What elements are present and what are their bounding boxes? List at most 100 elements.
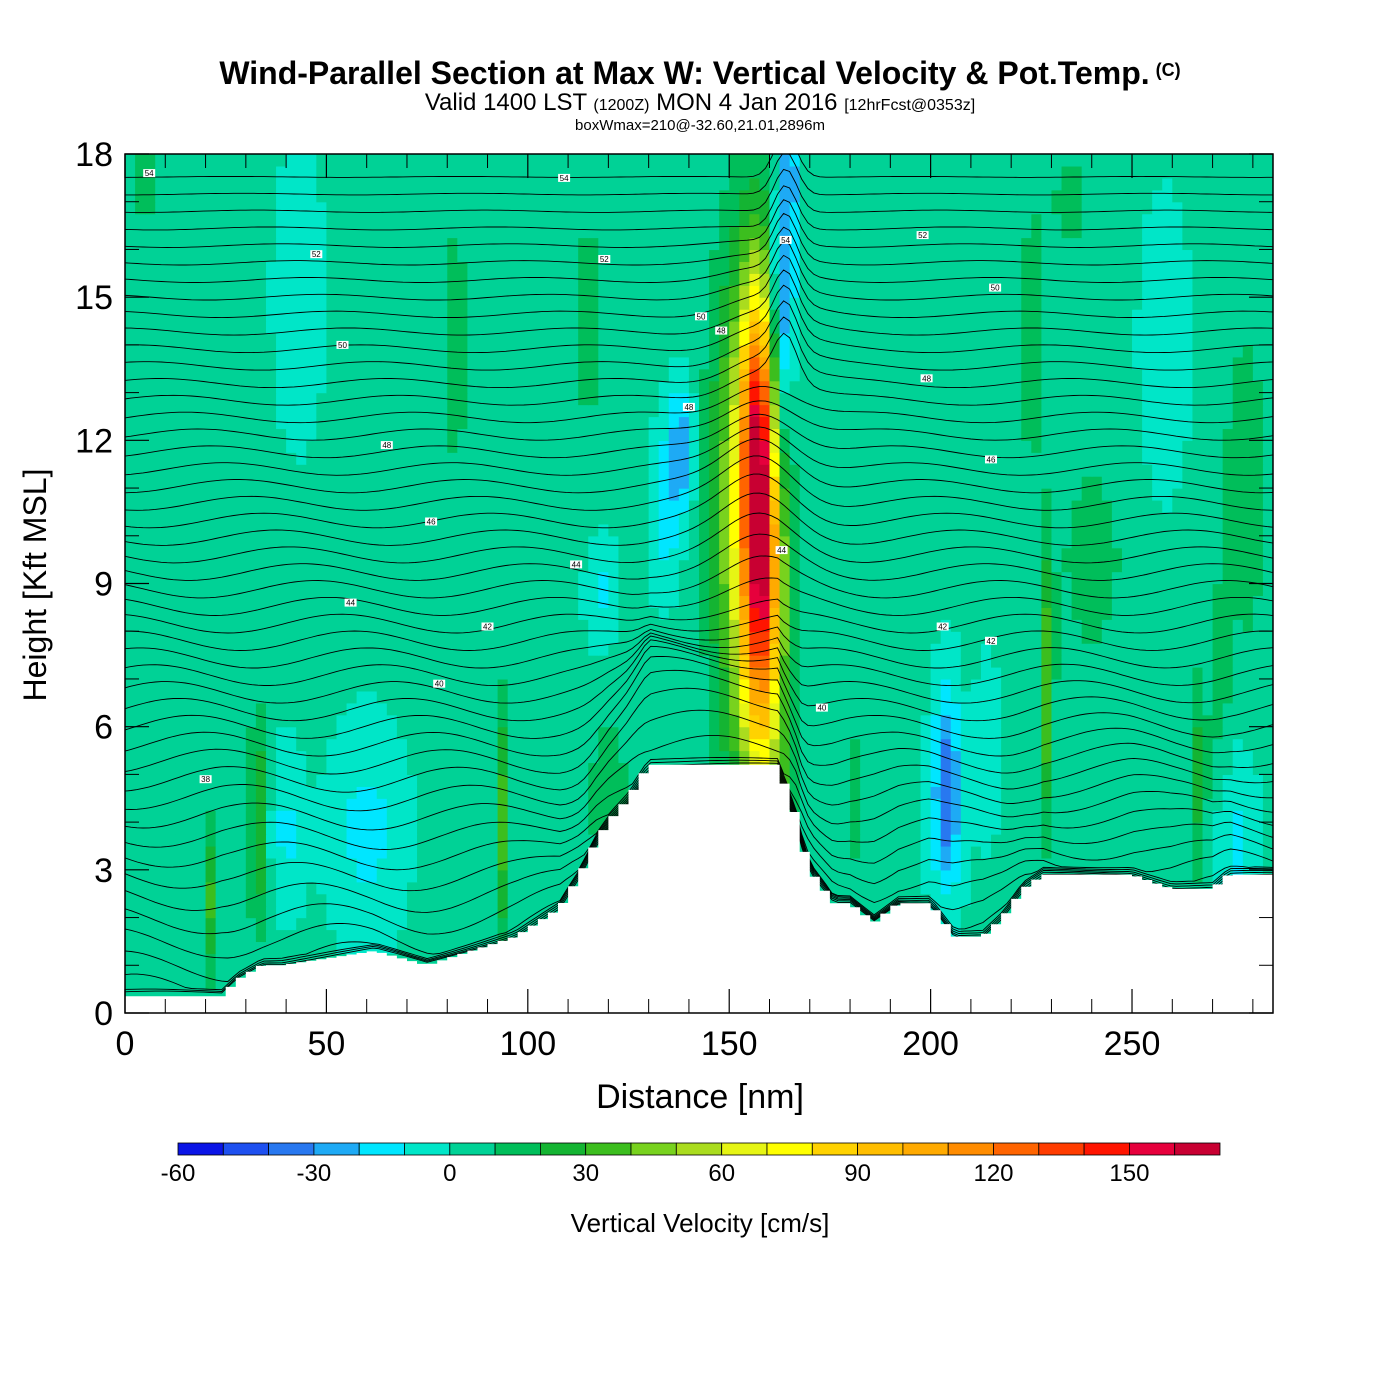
w-cell <box>638 619 650 632</box>
w-cell <box>960 762 972 775</box>
w-cell <box>457 607 468 620</box>
w-cell <box>467 762 479 775</box>
w-cell <box>1071 798 1083 811</box>
w-cell <box>265 726 277 740</box>
w-cell <box>225 690 237 704</box>
w-cell <box>870 798 881 811</box>
w-cell <box>608 523 620 537</box>
w-cell <box>1061 619 1073 632</box>
w-cell <box>769 690 781 704</box>
w-cell <box>1232 523 1244 537</box>
w-cell <box>1011 535 1022 549</box>
w-cell <box>789 619 801 632</box>
w-cell <box>759 595 771 608</box>
w-cell <box>205 619 217 632</box>
w-cell <box>427 631 438 644</box>
w-cell <box>1142 559 1153 573</box>
w-cell <box>719 678 730 692</box>
w-cell <box>225 667 237 680</box>
w-cell <box>749 738 761 752</box>
w-cell <box>890 881 901 895</box>
w-cell <box>940 631 952 644</box>
w-cell <box>880 583 891 597</box>
w-cell <box>145 535 156 549</box>
w-cell <box>306 607 317 620</box>
w-cell <box>437 690 448 704</box>
w-cell <box>1081 726 1093 740</box>
w-cell <box>1252 559 1264 573</box>
w-cell <box>819 750 831 764</box>
w-cell <box>165 857 176 871</box>
w-cell <box>326 690 338 704</box>
w-cell <box>215 965 227 978</box>
w-cell <box>276 857 287 871</box>
w-cell <box>1192 619 1204 632</box>
w-cell <box>809 511 821 525</box>
w-cell <box>880 595 891 608</box>
w-cell <box>235 917 247 931</box>
w-cell <box>940 750 952 764</box>
w-cell <box>1091 667 1103 680</box>
w-cell <box>709 559 720 573</box>
w-cell <box>386 583 398 597</box>
w-cell <box>155 631 166 644</box>
w-cell <box>346 762 358 775</box>
w-cell <box>135 702 146 716</box>
w-cell <box>829 678 841 692</box>
w-cell <box>447 714 458 728</box>
w-cell <box>135 845 146 859</box>
w-cell <box>537 655 549 668</box>
w-cell <box>1172 798 1183 811</box>
w-cell <box>437 583 448 597</box>
w-cell <box>1061 595 1073 608</box>
w-cell <box>880 822 891 835</box>
w-cell <box>185 655 197 668</box>
w-cell <box>175 750 187 764</box>
w-cell <box>527 595 539 608</box>
w-cell <box>1091 774 1103 787</box>
w-cell <box>839 655 851 668</box>
w-cell <box>1262 655 1273 668</box>
w-cell <box>437 881 448 895</box>
w-cell <box>880 571 891 585</box>
w-cell <box>517 798 529 811</box>
w-cell <box>225 583 237 597</box>
w-cell <box>185 810 197 823</box>
w-cell <box>1101 547 1113 561</box>
w-cell <box>537 786 549 799</box>
w-cell <box>225 523 237 537</box>
w-cell <box>135 523 146 537</box>
w-cell <box>265 750 277 764</box>
w-cell <box>1031 655 1042 668</box>
w-cell <box>225 559 237 573</box>
w-cell <box>185 953 197 966</box>
w-cell <box>286 953 297 966</box>
w-cell <box>1222 845 1234 859</box>
w-cell <box>507 690 519 704</box>
w-cell <box>286 523 297 537</box>
w-cell <box>1162 655 1173 668</box>
w-cell <box>568 750 579 764</box>
w-cell <box>547 845 559 859</box>
w-cell <box>155 488 166 501</box>
w-cell <box>286 881 297 895</box>
w-cell <box>991 643 1002 656</box>
w-cell <box>1111 631 1123 644</box>
w-cell <box>195 965 207 978</box>
w-cell <box>789 499 801 513</box>
w-cell <box>1192 786 1204 799</box>
w-cell <box>286 678 297 692</box>
w-cell <box>991 881 1002 895</box>
w-cell <box>699 750 710 764</box>
w-cell <box>517 499 529 513</box>
w-cell <box>447 834 458 847</box>
w-cell <box>155 857 166 871</box>
w-cell <box>1252 607 1264 620</box>
w-cell <box>628 488 640 501</box>
w-cell <box>1071 834 1083 847</box>
w-cell <box>1192 571 1204 585</box>
w-cell <box>1202 583 1214 597</box>
w-cell <box>970 893 982 907</box>
w-cell <box>255 881 267 895</box>
w-cell <box>245 881 257 895</box>
